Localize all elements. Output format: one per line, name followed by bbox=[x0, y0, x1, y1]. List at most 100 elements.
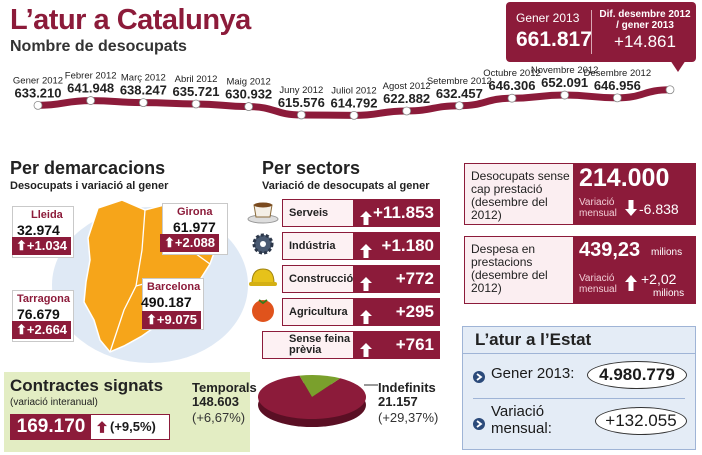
lleida-name: Lleida bbox=[31, 209, 63, 221]
contractes-box: Contractes signats (variació interanual)… bbox=[4, 372, 250, 452]
data-label: 635.721 bbox=[173, 84, 220, 99]
data-point bbox=[244, 102, 254, 111]
lleida-variation: ⬆+1.034 bbox=[12, 237, 72, 255]
gear-icon bbox=[252, 233, 274, 255]
callout-diff-value: +14.861 bbox=[614, 32, 676, 51]
callout-divider bbox=[591, 10, 592, 54]
data-label: 646.956 bbox=[594, 78, 641, 93]
tick-label: Setembre 2012 bbox=[427, 76, 492, 87]
tick-label: Abril 2012 bbox=[175, 74, 218, 85]
girona-variation: ⬆+2.088 bbox=[160, 234, 220, 252]
data-point bbox=[507, 93, 517, 103]
coffee-cup-icon bbox=[247, 202, 279, 224]
estat-divider bbox=[463, 353, 695, 354]
up-arrow-icon bbox=[360, 305, 372, 324]
contractes-total-var: (+9,5%) bbox=[110, 419, 156, 434]
estat-row2-label: Variació mensual: bbox=[491, 403, 552, 437]
despesa-var-label: Variació mensual bbox=[579, 273, 617, 295]
arrow-bullet-icon bbox=[473, 417, 485, 435]
demarcacions-title: Per demarcacions bbox=[10, 158, 166, 178]
indefinits-label: Indefinits bbox=[378, 380, 436, 395]
estat-row1-value: 4.980.779 bbox=[587, 361, 687, 389]
data-point bbox=[138, 98, 148, 107]
estat-title: L’atur a l’Estat bbox=[475, 330, 592, 349]
despesa-var-value: +2,02 bbox=[641, 271, 677, 287]
data-label: 614.792 bbox=[331, 95, 378, 110]
estat-box: L’atur a l’Estat Gener 2013: 4.980.779 V… bbox=[462, 326, 696, 450]
sector-industria-label: Indústria bbox=[282, 232, 354, 260]
page-subtitle: Nombre de desocupats bbox=[10, 38, 187, 55]
sector-industria-value: +1.180 bbox=[354, 232, 440, 260]
tarragona-name: Tarragona bbox=[17, 293, 70, 305]
data-label: 615.576 bbox=[278, 95, 325, 110]
sector-serveis-value: +11.853 bbox=[354, 199, 440, 227]
despesa-box: Despesa en prestacions (desembre del 201… bbox=[464, 236, 696, 304]
up-arrow-icon: ⬆ bbox=[164, 235, 175, 250]
sense-prestacio-var-label: Variació mensual bbox=[579, 197, 617, 219]
sense-prestacio-box: Desocupats sense cap prestació (desembre… bbox=[464, 163, 696, 225]
data-point bbox=[560, 90, 570, 100]
pie-slice-temporals bbox=[258, 375, 366, 419]
up-arrow-icon bbox=[625, 275, 637, 296]
up-arrow-icon bbox=[360, 206, 372, 225]
data-point bbox=[349, 110, 359, 120]
hard-hat-icon bbox=[249, 268, 277, 286]
tick-label: Juny 2012 bbox=[279, 85, 323, 96]
up-arrow-icon: ⬆ bbox=[146, 312, 157, 327]
data-label: 646.306 bbox=[489, 78, 536, 93]
data-point bbox=[665, 85, 675, 95]
sense-prestacio-label: Desocupats sense cap prestació (desembre… bbox=[471, 169, 570, 222]
estat-row-divider bbox=[473, 398, 685, 399]
despesa-label: Despesa en prestacions (desembre del 201… bbox=[471, 242, 548, 295]
sense-prestacio-value: 214.000 bbox=[579, 164, 670, 192]
up-arrow-icon: ⬆ bbox=[16, 238, 27, 253]
despesa-unit: milions bbox=[651, 247, 683, 258]
sector-construccio-label: Construcció bbox=[282, 265, 354, 293]
indefinits-var: (+29,37%) bbox=[378, 410, 439, 425]
up-arrow-icon bbox=[360, 338, 372, 357]
up-arrow-icon bbox=[97, 420, 107, 439]
sector-agricultura-value: +295 bbox=[354, 298, 440, 326]
data-label: 652.091 bbox=[541, 75, 588, 90]
contractes-title: Contractes signats bbox=[10, 376, 164, 395]
data-point bbox=[33, 100, 43, 110]
callout-pointer bbox=[670, 60, 686, 72]
data-label: 632.457 bbox=[436, 86, 483, 101]
data-label: 622.882 bbox=[383, 91, 430, 106]
sense-prestacio-var-value: -6.838 bbox=[639, 201, 679, 217]
data-point bbox=[612, 93, 622, 103]
estat-row1-label: Gener 2013: bbox=[491, 365, 575, 382]
sense-prestacio-panel: 214.000 Variació mensual -6.838 bbox=[573, 164, 696, 224]
data-point bbox=[191, 99, 201, 109]
data-point bbox=[454, 101, 464, 111]
despesa-var-unit: milions bbox=[653, 288, 685, 299]
contractes-pie-chart bbox=[258, 375, 378, 427]
page-title: L’atur a Catalunya bbox=[10, 4, 251, 36]
tarragona-variation: ⬆+2.664 bbox=[12, 321, 72, 339]
tick-label: Agost 2012 bbox=[383, 81, 431, 92]
up-arrow-icon: ⬆ bbox=[16, 322, 27, 337]
down-arrow-icon bbox=[625, 200, 637, 221]
contractes-total-box: 169.170 (+9,5%) bbox=[10, 414, 170, 440]
sector-serveis-label: Serveis bbox=[282, 199, 354, 227]
temporals-label: Temporals bbox=[192, 380, 257, 395]
tick-label: Maig 2012 bbox=[226, 77, 270, 88]
barcelona-name: Barcelona bbox=[147, 281, 201, 293]
lleida-value: 32.974 bbox=[17, 222, 60, 238]
tick-label: Octubre 2012 bbox=[483, 68, 541, 79]
data-label: 633.210 bbox=[15, 85, 62, 100]
indefinits-value: 21.157 bbox=[378, 394, 418, 409]
data-point bbox=[296, 110, 306, 120]
contractes-subtitle: (variació interanual) bbox=[10, 397, 98, 408]
despesa-panel: 439,23 milions Variació mensual +2,02 mi… bbox=[573, 237, 696, 303]
girona-value: 61.977 bbox=[173, 219, 216, 235]
sector-construccio-value: +772 bbox=[354, 265, 440, 293]
girona-name: Girona bbox=[177, 206, 213, 218]
data-point bbox=[402, 106, 412, 116]
sectors-subtitle: Variació de desocupats al gener bbox=[262, 180, 430, 192]
tarragona-value: 76.679 bbox=[17, 306, 60, 322]
tick-label: Desembre 2012 bbox=[584, 68, 652, 79]
data-label: 641.948 bbox=[67, 81, 114, 96]
callout-current-label: Gener 2013 bbox=[516, 11, 580, 25]
